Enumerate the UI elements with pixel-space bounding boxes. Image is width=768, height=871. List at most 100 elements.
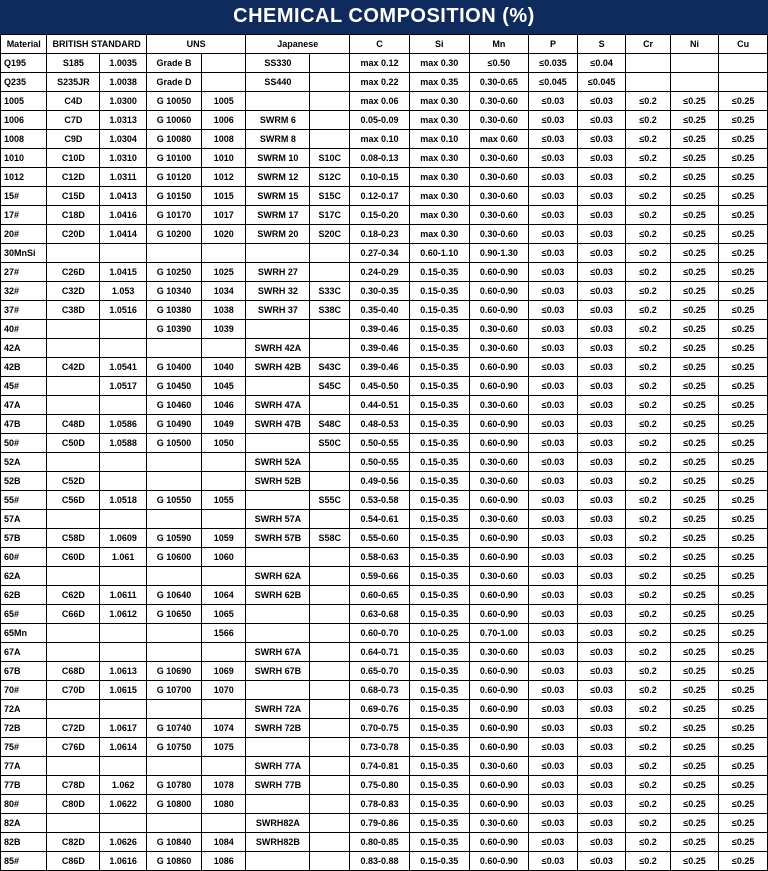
cell: 42A xyxy=(1,339,47,358)
cell: 1038 xyxy=(202,301,246,320)
cell xyxy=(670,54,719,73)
cell xyxy=(310,605,350,624)
col-header: Si xyxy=(409,35,469,54)
cell: G 10390 xyxy=(146,320,201,339)
cell: 0.30-0.60 xyxy=(469,187,529,206)
cell: 1005 xyxy=(1,92,47,111)
cell: 1049 xyxy=(202,415,246,434)
cell: ≤0.25 xyxy=(670,795,719,814)
cell xyxy=(310,662,350,681)
cell: 1.0586 xyxy=(100,415,146,434)
cell: ≤0.25 xyxy=(670,377,719,396)
cell xyxy=(310,396,350,415)
cell: SWRH 57B xyxy=(246,529,310,548)
table-row: 75#C76D1.0614G 1075010750.73-0.780.15-0.… xyxy=(1,738,768,757)
cell xyxy=(146,757,201,776)
cell: ≤0.03 xyxy=(529,244,578,263)
cell: ≤0.03 xyxy=(529,377,578,396)
cell xyxy=(310,795,350,814)
cell xyxy=(310,700,350,719)
cell: ≤0.25 xyxy=(719,624,768,643)
cell xyxy=(100,339,146,358)
table-row: 72ASWRH 72A0.69-0.760.15-0.350.60-0.90≤0… xyxy=(1,700,768,719)
cell: 1045 xyxy=(202,377,246,396)
cell: 0.44-0.51 xyxy=(350,396,410,415)
cell: ≤0.25 xyxy=(670,624,719,643)
cell: 1084 xyxy=(202,833,246,852)
cell: ≤0.03 xyxy=(529,605,578,624)
cell: 0.15-0.35 xyxy=(409,453,469,472)
cell: ≤0.25 xyxy=(719,795,768,814)
cell xyxy=(246,434,310,453)
cell: 0.15-0.35 xyxy=(409,301,469,320)
cell: 60# xyxy=(1,548,47,567)
cell xyxy=(310,833,350,852)
cell: 0.15-0.35 xyxy=(409,586,469,605)
cell: 0.60-0.90 xyxy=(469,377,529,396)
cell: ≤0.03 xyxy=(529,263,578,282)
table-row: 1008C9D1.0304G 100801008SWRM 8max 0.10ma… xyxy=(1,130,768,149)
cell: ≤0.25 xyxy=(670,472,719,491)
cell: ≤0.045 xyxy=(577,73,626,92)
cell xyxy=(47,510,100,529)
cell: ≤0.25 xyxy=(670,814,719,833)
cell: ≤0.25 xyxy=(719,187,768,206)
cell: ≤0.25 xyxy=(719,130,768,149)
table-row: 70#C70D1.0615G 1070010700.68-0.730.15-0.… xyxy=(1,681,768,700)
cell: ≤0.2 xyxy=(626,206,670,225)
cell: 0.15-0.35 xyxy=(409,719,469,738)
cell: max 0.35 xyxy=(409,73,469,92)
cell: 62B xyxy=(1,586,47,605)
cell: ≤0.25 xyxy=(670,529,719,548)
cell: ≤0.2 xyxy=(626,605,670,624)
cell: ≤0.25 xyxy=(719,662,768,681)
cell: S58C xyxy=(310,529,350,548)
cell: G 10250 xyxy=(146,263,201,282)
cell: G 10700 xyxy=(146,681,201,700)
cell xyxy=(246,852,310,871)
cell: 1.0416 xyxy=(100,206,146,225)
cell: 0.12-0.17 xyxy=(350,187,410,206)
table-row: 67BC68D1.0613G 106901069SWRH 67B0.65-0.7… xyxy=(1,662,768,681)
cell: ≤0.03 xyxy=(577,795,626,814)
cell: 1064 xyxy=(202,586,246,605)
col-header: Cu xyxy=(719,35,768,54)
cell: ≤0.2 xyxy=(626,472,670,491)
table-row: 82BC82D1.0626G 108401084SWRH82B0.80-0.85… xyxy=(1,833,768,852)
cell: ≤0.03 xyxy=(577,491,626,510)
cell: SWRH 62A xyxy=(246,567,310,586)
cell: max 0.30 xyxy=(409,206,469,225)
cell: 0.60-0.65 xyxy=(350,586,410,605)
cell: 0.27-0.34 xyxy=(350,244,410,263)
cell: max 0.06 xyxy=(350,92,410,111)
cell: ≤0.03 xyxy=(577,662,626,681)
cell: ≤0.25 xyxy=(670,719,719,738)
cell: ≤0.03 xyxy=(529,187,578,206)
cell: ≤0.03 xyxy=(529,719,578,738)
cell xyxy=(246,377,310,396)
cell: ≤0.2 xyxy=(626,510,670,529)
cell: ≤0.25 xyxy=(719,434,768,453)
table-row: 62ASWRH 62A0.59-0.660.15-0.350.30-0.60≤0… xyxy=(1,567,768,586)
table-row: 65Mn15660.60-0.700.10-0.250.70-1.00≤0.03… xyxy=(1,624,768,643)
cell: ≤0.03 xyxy=(529,453,578,472)
cell: ≤0.03 xyxy=(577,301,626,320)
cell: ≤0.25 xyxy=(670,225,719,244)
cell: ≤0.25 xyxy=(670,548,719,567)
cell: ≤0.25 xyxy=(719,472,768,491)
cell: 0.54-0.61 xyxy=(350,510,410,529)
cell: 0.30-0.60 xyxy=(469,225,529,244)
cell: 1.0311 xyxy=(100,168,146,187)
cell: 0.24-0.29 xyxy=(350,263,410,282)
cell: SWRH 57A xyxy=(246,510,310,529)
cell: ≤0.2 xyxy=(626,396,670,415)
cell xyxy=(202,453,246,472)
table-row: 67ASWRH 67A0.64-0.710.15-0.350.30-0.60≤0… xyxy=(1,643,768,662)
cell: 40# xyxy=(1,320,47,339)
cell: ≤0.03 xyxy=(577,586,626,605)
cell: 0.70-1.00 xyxy=(469,624,529,643)
cell: ≤0.25 xyxy=(670,757,719,776)
cell xyxy=(47,244,100,263)
cell: C86D xyxy=(47,852,100,871)
cell xyxy=(246,491,310,510)
